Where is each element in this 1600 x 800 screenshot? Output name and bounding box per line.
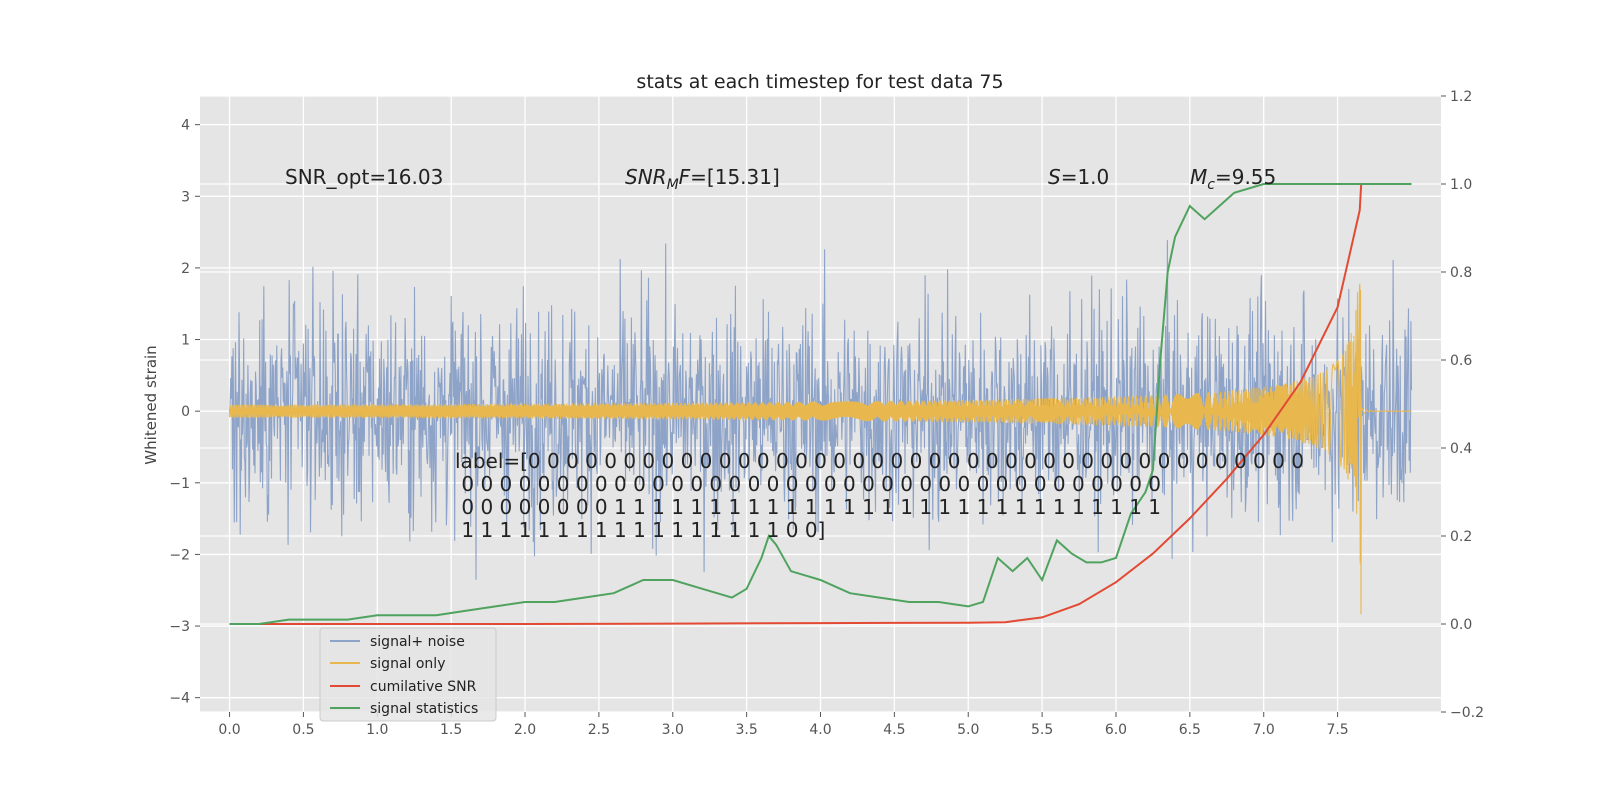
x-tick-label: 6.0 xyxy=(1105,722,1127,738)
series-signal-statistics xyxy=(229,183,1412,625)
label-line-4: 1 1 1 1 1 1 1 1 1 1 1 1 1 1 1 1 1 0 0] xyxy=(455,518,825,542)
s-symbol: S xyxy=(1048,165,1061,189)
snr-mf-symbol: SNR xyxy=(625,165,667,189)
snr-mf-subscript: M xyxy=(667,177,679,193)
y2-tick-label: 0.0 xyxy=(1450,617,1472,633)
x-tick-label: 6.5 xyxy=(1179,722,1201,738)
x-tick-label: 2.5 xyxy=(588,722,610,738)
y-tick-label: 1 xyxy=(181,333,190,349)
x-tick-label: 4.0 xyxy=(809,722,831,738)
y-tick-label: −3 xyxy=(169,619,190,635)
snr-mf-symbol-f: F xyxy=(679,165,691,189)
y-tick-label: −2 xyxy=(169,547,190,563)
annotation-snr-mf: SNRMF=[15.31] xyxy=(625,165,780,193)
annotation-s: S=1.0 xyxy=(1048,165,1109,189)
y2-tick-label: 1.0 xyxy=(1450,177,1472,193)
annotation-snr-opt: SNR_opt=16.03 xyxy=(285,165,443,189)
x-tick-label: 1.5 xyxy=(440,722,462,738)
legend-box xyxy=(319,627,497,722)
mc-subscript: c xyxy=(1207,177,1215,193)
legend-label-cumulative-snr: cumilative SNR xyxy=(370,679,477,695)
legend: signal+ noise signal only cumilative SNR… xyxy=(319,627,497,722)
y-axis-label: Whitened strain xyxy=(142,345,160,464)
y-tick-label: 3 xyxy=(181,189,190,205)
legend-label-signal-noise: signal+ noise xyxy=(370,634,465,650)
y-tick-label: 2 xyxy=(181,261,190,277)
y-axis-ticks: 4 3 2 1 0 −1 −2 −3 −4 xyxy=(169,118,200,707)
x-tick-label: 1.0 xyxy=(366,722,388,738)
y2-axis-ticks: 1.2 1.0 0.8 0.6 0.4 0.2 0.0 −0.2 xyxy=(1441,89,1484,721)
signal-only-trace xyxy=(228,283,1412,615)
annotation-mc: Mc=9.55 xyxy=(1190,165,1276,193)
x-tick-label: 3.0 xyxy=(662,722,684,738)
mc-symbol: M xyxy=(1190,165,1207,189)
x-tick-label: 0.0 xyxy=(218,722,240,738)
label-line-3: 0 0 0 0 0 0 0 0 1 1 1 1 1 1 1 1 1 1 1 1 … xyxy=(455,495,1161,519)
y2-tick-label: 1.2 xyxy=(1450,89,1472,105)
y-tick-label: 4 xyxy=(181,118,190,134)
x-tick-label: 5.5 xyxy=(1031,722,1053,738)
snr-mf-value: =[15.31] xyxy=(690,165,780,189)
series-signal-noise xyxy=(228,240,1413,580)
x-tick-label: 4.5 xyxy=(883,722,905,738)
y2-tick-label: 0.4 xyxy=(1450,441,1472,457)
legend-label-signal-statistics: signal statistics xyxy=(370,701,478,717)
x-axis-ticks: 0.0 0.5 1.0 1.5 2.0 2.5 3.0 3.5 4.0 4.5 5.0 5.5 6.0 6… xyxy=(218,712,1349,738)
y2-tick-label: 0.6 xyxy=(1450,353,1472,369)
signal-noise-trace xyxy=(228,240,1413,580)
x-tick-label: 7.0 xyxy=(1253,722,1275,738)
series-cumulative-snr xyxy=(229,183,1412,625)
y-tick-label: 0 xyxy=(181,404,190,420)
annotation-label: label=[0 0 0 0 0 0 0 0 0 0 0 0 0 0 0 0 0… xyxy=(455,449,1304,542)
x-tick-label: 7.5 xyxy=(1326,722,1348,738)
s-value: =1.0 xyxy=(1061,165,1110,189)
series-signal-only xyxy=(228,283,1412,615)
y2-tick-label: −0.2 xyxy=(1450,705,1484,721)
y2-tick-label: 0.8 xyxy=(1450,265,1472,281)
chart-title: stats at each timestep for test data 75 xyxy=(636,71,1003,93)
label-line-2: 0 0 0 0 0 0 0 0 0 0 0 0 0 0 0 0 0 0 0 0 … xyxy=(455,472,1161,496)
y2-tick-label: 0.2 xyxy=(1450,529,1472,545)
label-line-1: label=[0 0 0 0 0 0 0 0 0 0 0 0 0 0 0 0 0… xyxy=(455,449,1304,473)
y-tick-label: −4 xyxy=(169,691,190,707)
mc-value: =9.55 xyxy=(1215,165,1276,189)
x-tick-label: 5.0 xyxy=(957,722,979,738)
y-tick-label: −1 xyxy=(169,476,190,492)
x-tick-label: 2.0 xyxy=(514,722,536,738)
x-tick-label: 3.5 xyxy=(735,722,757,738)
x-tick-label: 0.5 xyxy=(292,722,314,738)
legend-label-signal-only: signal only xyxy=(370,656,445,672)
